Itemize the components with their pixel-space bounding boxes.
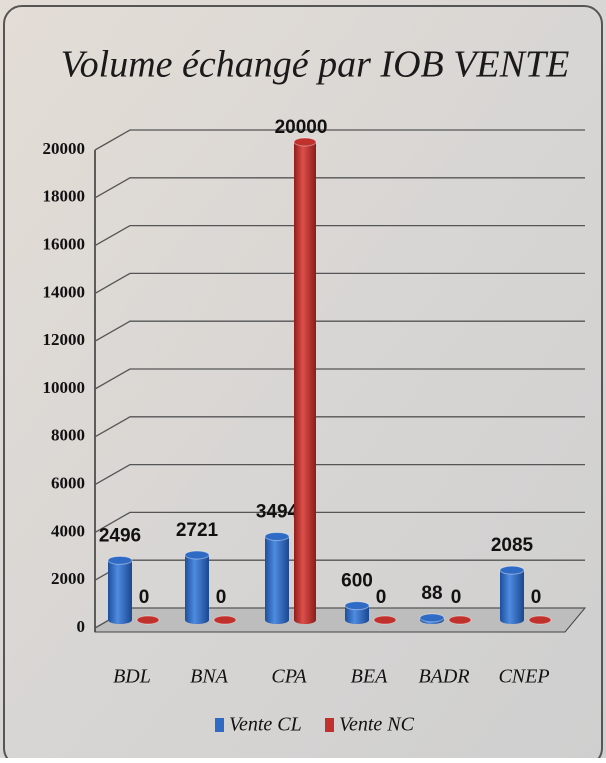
- legend-label: Vente CL: [229, 714, 302, 736]
- grid-line: [94, 129, 585, 151]
- bar-part: [184, 550, 210, 560]
- grid-line: [94, 368, 585, 390]
- legend-swatch: [325, 718, 334, 732]
- value-label: 88: [421, 583, 442, 604]
- bar: [499, 565, 525, 624]
- x-tick-label: BEA: [351, 666, 388, 688]
- value-label: 0: [216, 587, 227, 608]
- bar-part: [345, 605, 369, 620]
- bar-part: [448, 615, 472, 625]
- bar-part: [107, 555, 133, 565]
- bar-part: [499, 565, 525, 575]
- bar: [344, 601, 370, 624]
- bar-part: [108, 560, 132, 620]
- bar-part: [294, 142, 316, 620]
- y-tick-label: 8000: [51, 426, 85, 445]
- value-label: 0: [376, 587, 387, 608]
- bar-part: [213, 615, 237, 625]
- x-tick-label: BADR: [418, 666, 469, 688]
- y-tick-label: 6000: [51, 474, 85, 493]
- bar-part: [264, 531, 290, 541]
- y-tick-label: 10000: [43, 378, 86, 397]
- value-label: 2496: [99, 525, 141, 546]
- bar: [107, 555, 133, 624]
- legend-label: Vente NC: [339, 714, 415, 736]
- bar-part: [500, 570, 524, 620]
- x-tick-label: CPA: [271, 666, 307, 688]
- value-label: 3494: [256, 502, 299, 523]
- x-tick-label: CNEP: [498, 666, 549, 688]
- grid-line: [94, 224, 585, 247]
- chart-title: Volume échangé par IOB VENTE: [61, 44, 570, 86]
- y-tick-label: 16000: [43, 235, 86, 254]
- y-tick-label: 20000: [43, 139, 86, 158]
- legend-swatch: [215, 718, 224, 732]
- bar: [448, 615, 472, 625]
- value-label: 0: [139, 587, 150, 608]
- grid-line: [94, 320, 585, 342]
- bar-part: [293, 137, 317, 147]
- value-label: 0: [531, 587, 542, 608]
- bar: [264, 531, 290, 624]
- bar-part: [185, 554, 209, 620]
- value-label: 600: [341, 571, 373, 592]
- x-tick-label: BNA: [190, 666, 229, 688]
- bar-part: [373, 615, 397, 625]
- value-label: 2721: [176, 520, 219, 541]
- bar: [184, 550, 210, 624]
- bar: [213, 615, 237, 625]
- grid-line: [94, 177, 585, 199]
- x-tick-label: BDL: [113, 666, 151, 688]
- frame: [3, 5, 603, 763]
- grid-line: [94, 511, 585, 533]
- y-tick-label: 12000: [43, 330, 86, 349]
- bar: [136, 615, 160, 625]
- bar: [528, 615, 552, 625]
- bar: [373, 615, 397, 625]
- y-tick-label: 4000: [51, 521, 85, 540]
- value-label: 0: [451, 587, 462, 608]
- value-label: 20000: [275, 117, 328, 138]
- value-label: 2085: [491, 535, 534, 556]
- bar-part: [419, 613, 445, 623]
- bar-part: [344, 601, 370, 611]
- y-tick-label: 2000: [51, 569, 85, 588]
- grid-line: [94, 416, 585, 438]
- bar: [293, 137, 317, 624]
- bar-part: [528, 615, 552, 625]
- grid-line: [94, 272, 585, 294]
- y-tick-label: 18000: [43, 187, 86, 206]
- y-tick-label: 0: [77, 617, 86, 636]
- grid-line: [94, 463, 585, 486]
- bar-part: [265, 536, 289, 620]
- bar-part: [136, 615, 160, 625]
- bar: [419, 613, 445, 624]
- y-tick-label: 14000: [43, 282, 86, 301]
